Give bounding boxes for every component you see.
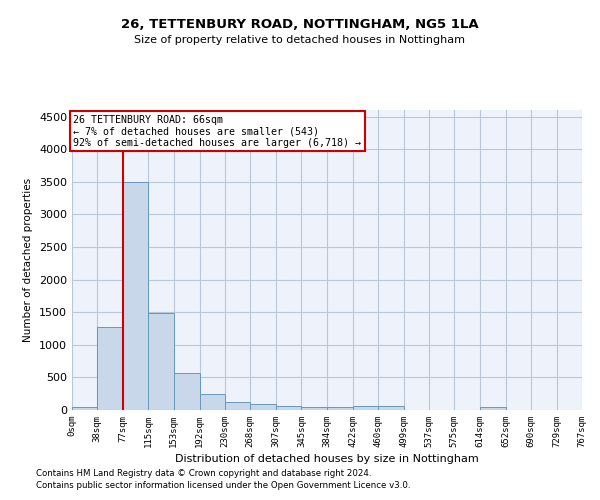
Bar bbox=[480, 406, 506, 410]
Bar bbox=[97, 327, 123, 410]
Text: Size of property relative to detached houses in Nottingham: Size of property relative to detached ho… bbox=[134, 35, 466, 45]
Bar bbox=[225, 402, 250, 410]
Bar bbox=[200, 394, 225, 410]
Bar bbox=[353, 406, 378, 410]
Bar bbox=[174, 372, 200, 410]
Text: 26 TETTENBURY ROAD: 66sqm
← 7% of detached houses are smaller (543)
92% of semi-: 26 TETTENBURY ROAD: 66sqm ← 7% of detach… bbox=[73, 114, 361, 148]
Text: Contains HM Land Registry data © Crown copyright and database right 2024.: Contains HM Land Registry data © Crown c… bbox=[36, 468, 371, 477]
Text: Contains public sector information licensed under the Open Government Licence v3: Contains public sector information licen… bbox=[36, 481, 410, 490]
Bar bbox=[123, 182, 148, 410]
Bar bbox=[276, 406, 301, 410]
Bar bbox=[301, 407, 328, 410]
Text: 26, TETTENBURY ROAD, NOTTINGHAM, NG5 1LA: 26, TETTENBURY ROAD, NOTTINGHAM, NG5 1LA bbox=[121, 18, 479, 30]
Bar bbox=[148, 314, 174, 410]
X-axis label: Distribution of detached houses by size in Nottingham: Distribution of detached houses by size … bbox=[175, 454, 479, 464]
Bar bbox=[328, 406, 353, 410]
Bar bbox=[72, 408, 97, 410]
Y-axis label: Number of detached properties: Number of detached properties bbox=[23, 178, 34, 342]
Bar bbox=[250, 404, 276, 410]
Bar bbox=[378, 406, 404, 410]
